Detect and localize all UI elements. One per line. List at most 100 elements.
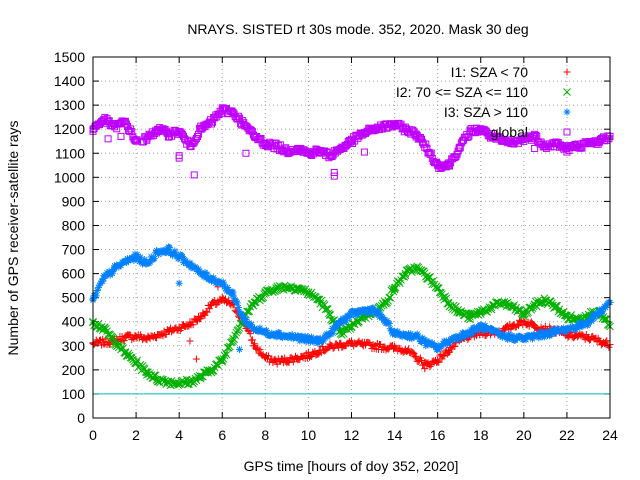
data-point-i1 <box>162 330 170 338</box>
data-point-i1 <box>579 332 587 340</box>
data-point-i1 <box>409 349 417 357</box>
data-point-i2 <box>220 351 229 360</box>
data-point-i3 <box>92 292 100 300</box>
data-point-i2 <box>102 324 110 333</box>
outlier-point-i1 <box>192 355 200 363</box>
data-point-i1 <box>528 320 536 328</box>
x-tick-label: 2 <box>132 427 140 443</box>
x-tick-label: 24 <box>602 427 618 443</box>
data-point-i3 <box>234 304 242 312</box>
plot-area <box>89 104 614 395</box>
outlier-point-global <box>117 132 125 140</box>
data-point-i1 <box>451 342 459 350</box>
outlier-point-global <box>330 172 338 180</box>
data-point-i1 <box>248 336 256 344</box>
data-point-i2 <box>217 355 226 364</box>
x-tick-label: 10 <box>301 427 317 443</box>
data-point-i2 <box>441 292 450 301</box>
data-point-i3 <box>605 298 613 306</box>
data-point-i3 <box>150 255 158 263</box>
data-point-i3 <box>233 299 241 307</box>
data-point-i2 <box>113 341 122 350</box>
data-point-i1 <box>120 337 128 345</box>
data-point-i2 <box>151 371 160 380</box>
data-point-i1 <box>205 305 213 313</box>
outlier-point-i1 <box>421 365 429 373</box>
data-point-i1 <box>426 362 434 370</box>
data-point-i3 <box>165 243 173 251</box>
data-point-i2 <box>322 304 331 313</box>
data-point-i2 <box>433 284 442 292</box>
y-tick-label: 400 <box>62 314 86 330</box>
data-point-i1 <box>118 333 126 341</box>
data-point-i1 <box>192 316 200 324</box>
y-tick-label: 1400 <box>54 73 85 89</box>
x-tick-label: 20 <box>516 427 532 443</box>
legend-marker <box>563 68 571 76</box>
y-tick-label: 1500 <box>54 49 85 65</box>
series-3 <box>89 104 614 180</box>
y-tick-label: 1100 <box>55 145 85 161</box>
x-tick-label: 0 <box>89 427 97 443</box>
outlier-point-i3 <box>235 345 243 353</box>
y-tick-label: 100 <box>62 386 86 402</box>
x-axis-label: GPS time [hours of doy 352, 2020] <box>244 458 459 474</box>
data-point-i1 <box>271 355 279 363</box>
data-point-i1 <box>318 342 326 350</box>
data-point-i1 <box>184 322 192 330</box>
data-point-i2 <box>245 307 254 316</box>
outlier-point-global <box>330 169 338 177</box>
data-point-i1 <box>434 358 442 366</box>
x-tick-label: 6 <box>218 427 226 443</box>
outlier-point-global <box>360 148 368 156</box>
data-point-i2 <box>222 350 231 359</box>
y-tick-label: 200 <box>62 362 86 378</box>
data-point-i1 <box>211 296 219 304</box>
data-point-i1 <box>218 293 226 301</box>
data-point-i1 <box>246 330 254 338</box>
data-point-i2 <box>325 309 333 318</box>
data-point-i2 <box>214 361 222 370</box>
data-point-i2 <box>377 301 386 310</box>
data-point-i2 <box>537 298 545 307</box>
data-point-i1 <box>206 302 214 310</box>
x-tick-label: 22 <box>559 427 575 443</box>
x-tick-label: 8 <box>261 427 269 443</box>
data-point-i2 <box>529 302 538 311</box>
data-point-i2 <box>601 315 610 323</box>
data-point-i2 <box>386 293 395 302</box>
y-tick-label: 300 <box>62 338 86 354</box>
x-tick-label: 14 <box>387 427 403 443</box>
data-point-i1 <box>285 358 293 366</box>
data-point-i1 <box>439 352 447 360</box>
data-point-i1 <box>582 331 590 339</box>
x-tick-label: 4 <box>175 427 183 443</box>
y-tick-label: 1300 <box>54 97 85 113</box>
data-point-i1 <box>435 358 443 366</box>
data-point-i1 <box>256 346 264 354</box>
y-tick-label: 1200 <box>54 121 85 137</box>
y-tick-label: 0 <box>77 410 85 426</box>
data-point-i1 <box>418 357 426 365</box>
data-point-i1 <box>595 337 603 345</box>
data-point-i3 <box>178 252 186 260</box>
data-point-i2 <box>320 301 329 309</box>
series-1 <box>89 262 614 390</box>
data-point-i1 <box>605 343 613 351</box>
x-tick-label: 16 <box>430 427 446 443</box>
outlier-point-i1 <box>186 337 194 345</box>
y-axis-label: Number of GPS receiver-satellite rays <box>5 121 21 356</box>
data-point-i1 <box>603 337 611 345</box>
data-point-i2 <box>257 294 265 303</box>
y-tick-label: 700 <box>62 242 86 258</box>
axes: 0100200300400500600700800900100011001200… <box>54 49 618 443</box>
data-point-i2 <box>150 371 159 380</box>
data-point-i2 <box>199 372 207 381</box>
grid <box>93 57 610 418</box>
data-point-i1 <box>189 321 197 329</box>
y-tick-label: 800 <box>62 217 86 233</box>
y-tick-label: 900 <box>62 193 86 209</box>
data-point-i2 <box>236 319 245 328</box>
data-point-i2 <box>223 343 232 352</box>
data-point-i1 <box>314 350 322 358</box>
